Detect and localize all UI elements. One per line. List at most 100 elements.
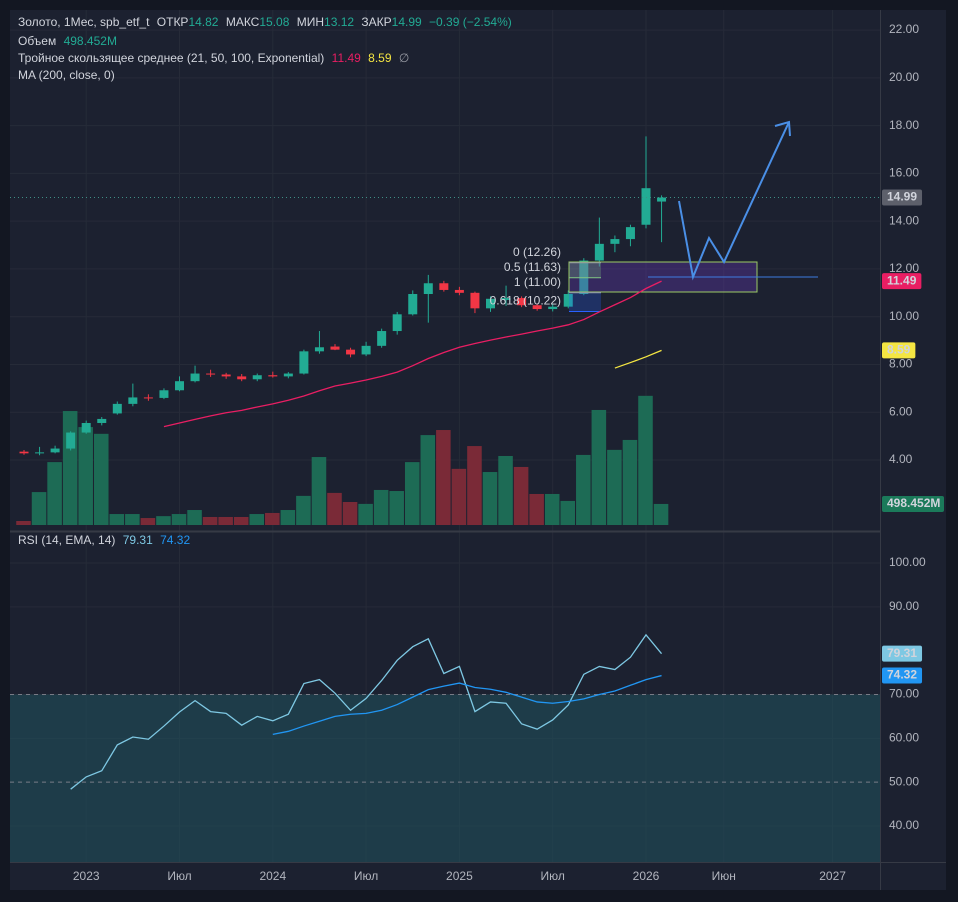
volume-bar bbox=[436, 430, 451, 525]
axes: 2023 Июл 2024 Июл 2025 Июл 2026 Июн 2027 22.00 20.… bbox=[73, 22, 944, 883]
y-tick-label: 10.00 bbox=[889, 309, 919, 323]
volume-bar bbox=[451, 468, 467, 525]
drawings: 0 (12.26)0.5 (11.63)1 (11.00) 0.618 (10.2… bbox=[490, 120, 818, 312]
candle-body bbox=[454, 289, 464, 293]
volume-bar bbox=[78, 427, 93, 525]
candle-body bbox=[175, 381, 184, 391]
y-tick-label: 4.00 bbox=[889, 452, 913, 466]
volume-bar bbox=[389, 491, 404, 525]
volume-bar bbox=[187, 510, 202, 525]
volume-bar bbox=[93, 433, 109, 525]
volume-bar bbox=[327, 492, 342, 525]
volume-bar bbox=[653, 503, 669, 525]
candle-body bbox=[112, 403, 122, 414]
indicator-value: 498.452M bbox=[64, 34, 117, 48]
volume-bar bbox=[373, 489, 389, 525]
volume-bar bbox=[404, 462, 420, 525]
candle-body bbox=[330, 346, 340, 350]
y-tick-label: 12.00 bbox=[889, 261, 919, 275]
price-label: 14.99 bbox=[887, 190, 917, 204]
price-label: 79.31 bbox=[887, 646, 917, 660]
y-tick-label: 6.00 bbox=[889, 404, 913, 418]
change: −0.39 (−2.54%) bbox=[429, 15, 512, 29]
candle-body bbox=[423, 283, 433, 295]
y-tick-label: 40.00 bbox=[889, 818, 919, 832]
candle-body bbox=[532, 305, 542, 310]
y-tick-label: 20.00 bbox=[889, 70, 919, 84]
volume-bar bbox=[31, 492, 47, 525]
rsi-band bbox=[10, 694, 880, 862]
indicator-value: 74.32 bbox=[160, 533, 190, 547]
legend-ma: MA (200, close, 0) bbox=[18, 68, 115, 82]
volume-bar bbox=[249, 514, 265, 525]
x-tick-label: Июн bbox=[712, 869, 736, 883]
indicator-name: RSI (14, EMA, 14) bbox=[18, 533, 115, 547]
fib-zone bbox=[569, 262, 601, 278]
x-tick-label: 2026 bbox=[633, 869, 660, 883]
candle-body bbox=[610, 239, 620, 244]
indicator-line bbox=[163, 280, 662, 428]
volume-bar bbox=[171, 514, 187, 525]
volume-bar bbox=[311, 457, 327, 525]
volume-bar bbox=[638, 395, 653, 525]
indicator-value: 11.49 bbox=[332, 51, 361, 65]
legend-volume: Объем 498.452M bbox=[18, 34, 117, 48]
indicator-value: 79.31 bbox=[123, 533, 153, 547]
ohlc-value: 14.99 bbox=[392, 15, 422, 29]
price-label: 8.59 bbox=[887, 343, 911, 357]
price-label-box bbox=[882, 667, 923, 684]
volume-bar bbox=[296, 495, 311, 525]
x-tick-label: Июл bbox=[167, 869, 191, 883]
x-tick-label: 2024 bbox=[259, 869, 286, 883]
y-tick-label: 18.00 bbox=[889, 118, 919, 132]
volume-bar bbox=[513, 466, 529, 525]
volume-bar bbox=[622, 439, 638, 525]
price-label-box bbox=[882, 342, 916, 359]
volume-bar bbox=[16, 520, 31, 525]
candle-body bbox=[314, 347, 324, 352]
y-tick-label: 8.00 bbox=[889, 357, 913, 371]
fib-label: 0.618 (10.22) bbox=[490, 294, 561, 308]
volume-bar bbox=[607, 449, 622, 525]
ohlc-value: 14.82 bbox=[188, 15, 218, 29]
candle-body bbox=[159, 390, 169, 398]
indicator-name: Тройное скользящее среднее (21, 50, 100,… bbox=[18, 51, 324, 65]
y-tick-label: 60.00 bbox=[889, 731, 919, 745]
candle-body bbox=[190, 373, 200, 382]
indicator-line bbox=[272, 674, 662, 736]
volume-bar bbox=[140, 518, 156, 525]
price-label: 498.452M bbox=[887, 496, 940, 510]
candle-body bbox=[470, 292, 480, 309]
volume-bar bbox=[156, 516, 171, 525]
price-label: 74.32 bbox=[887, 668, 917, 682]
volume-bar bbox=[467, 446, 482, 525]
candle-body bbox=[517, 298, 527, 306]
candle-body bbox=[252, 375, 262, 380]
x-tick-label: Июл bbox=[354, 869, 378, 883]
candle-body bbox=[392, 314, 402, 332]
candle-body bbox=[625, 227, 635, 240]
ohlc-label: МАКС bbox=[226, 15, 260, 29]
x-tick-label: 2025 bbox=[446, 869, 473, 883]
volume-bar bbox=[280, 510, 296, 525]
volume-bar bbox=[576, 454, 591, 525]
candle-body bbox=[50, 448, 60, 453]
indicator-line bbox=[70, 633, 663, 790]
x-tick-label: 2023 bbox=[73, 869, 100, 883]
price-label-box bbox=[882, 189, 923, 206]
y-tick-label: 100.00 bbox=[889, 555, 926, 569]
volume-bar bbox=[233, 516, 249, 525]
candle-body bbox=[486, 298, 495, 309]
candle-body bbox=[377, 331, 387, 346]
price-label-box bbox=[882, 645, 923, 662]
candle-body bbox=[128, 397, 138, 404]
fib-label: 0.5 (11.63) bbox=[504, 260, 561, 274]
ohlc-label: МИН bbox=[297, 15, 324, 29]
volume-bar bbox=[544, 493, 560, 525]
volume-bar bbox=[358, 503, 373, 525]
price-label: 11.49 bbox=[887, 273, 917, 287]
volume-bar bbox=[342, 501, 358, 525]
candle-body bbox=[657, 197, 667, 202]
indicator-value: 8.59 bbox=[368, 51, 392, 65]
